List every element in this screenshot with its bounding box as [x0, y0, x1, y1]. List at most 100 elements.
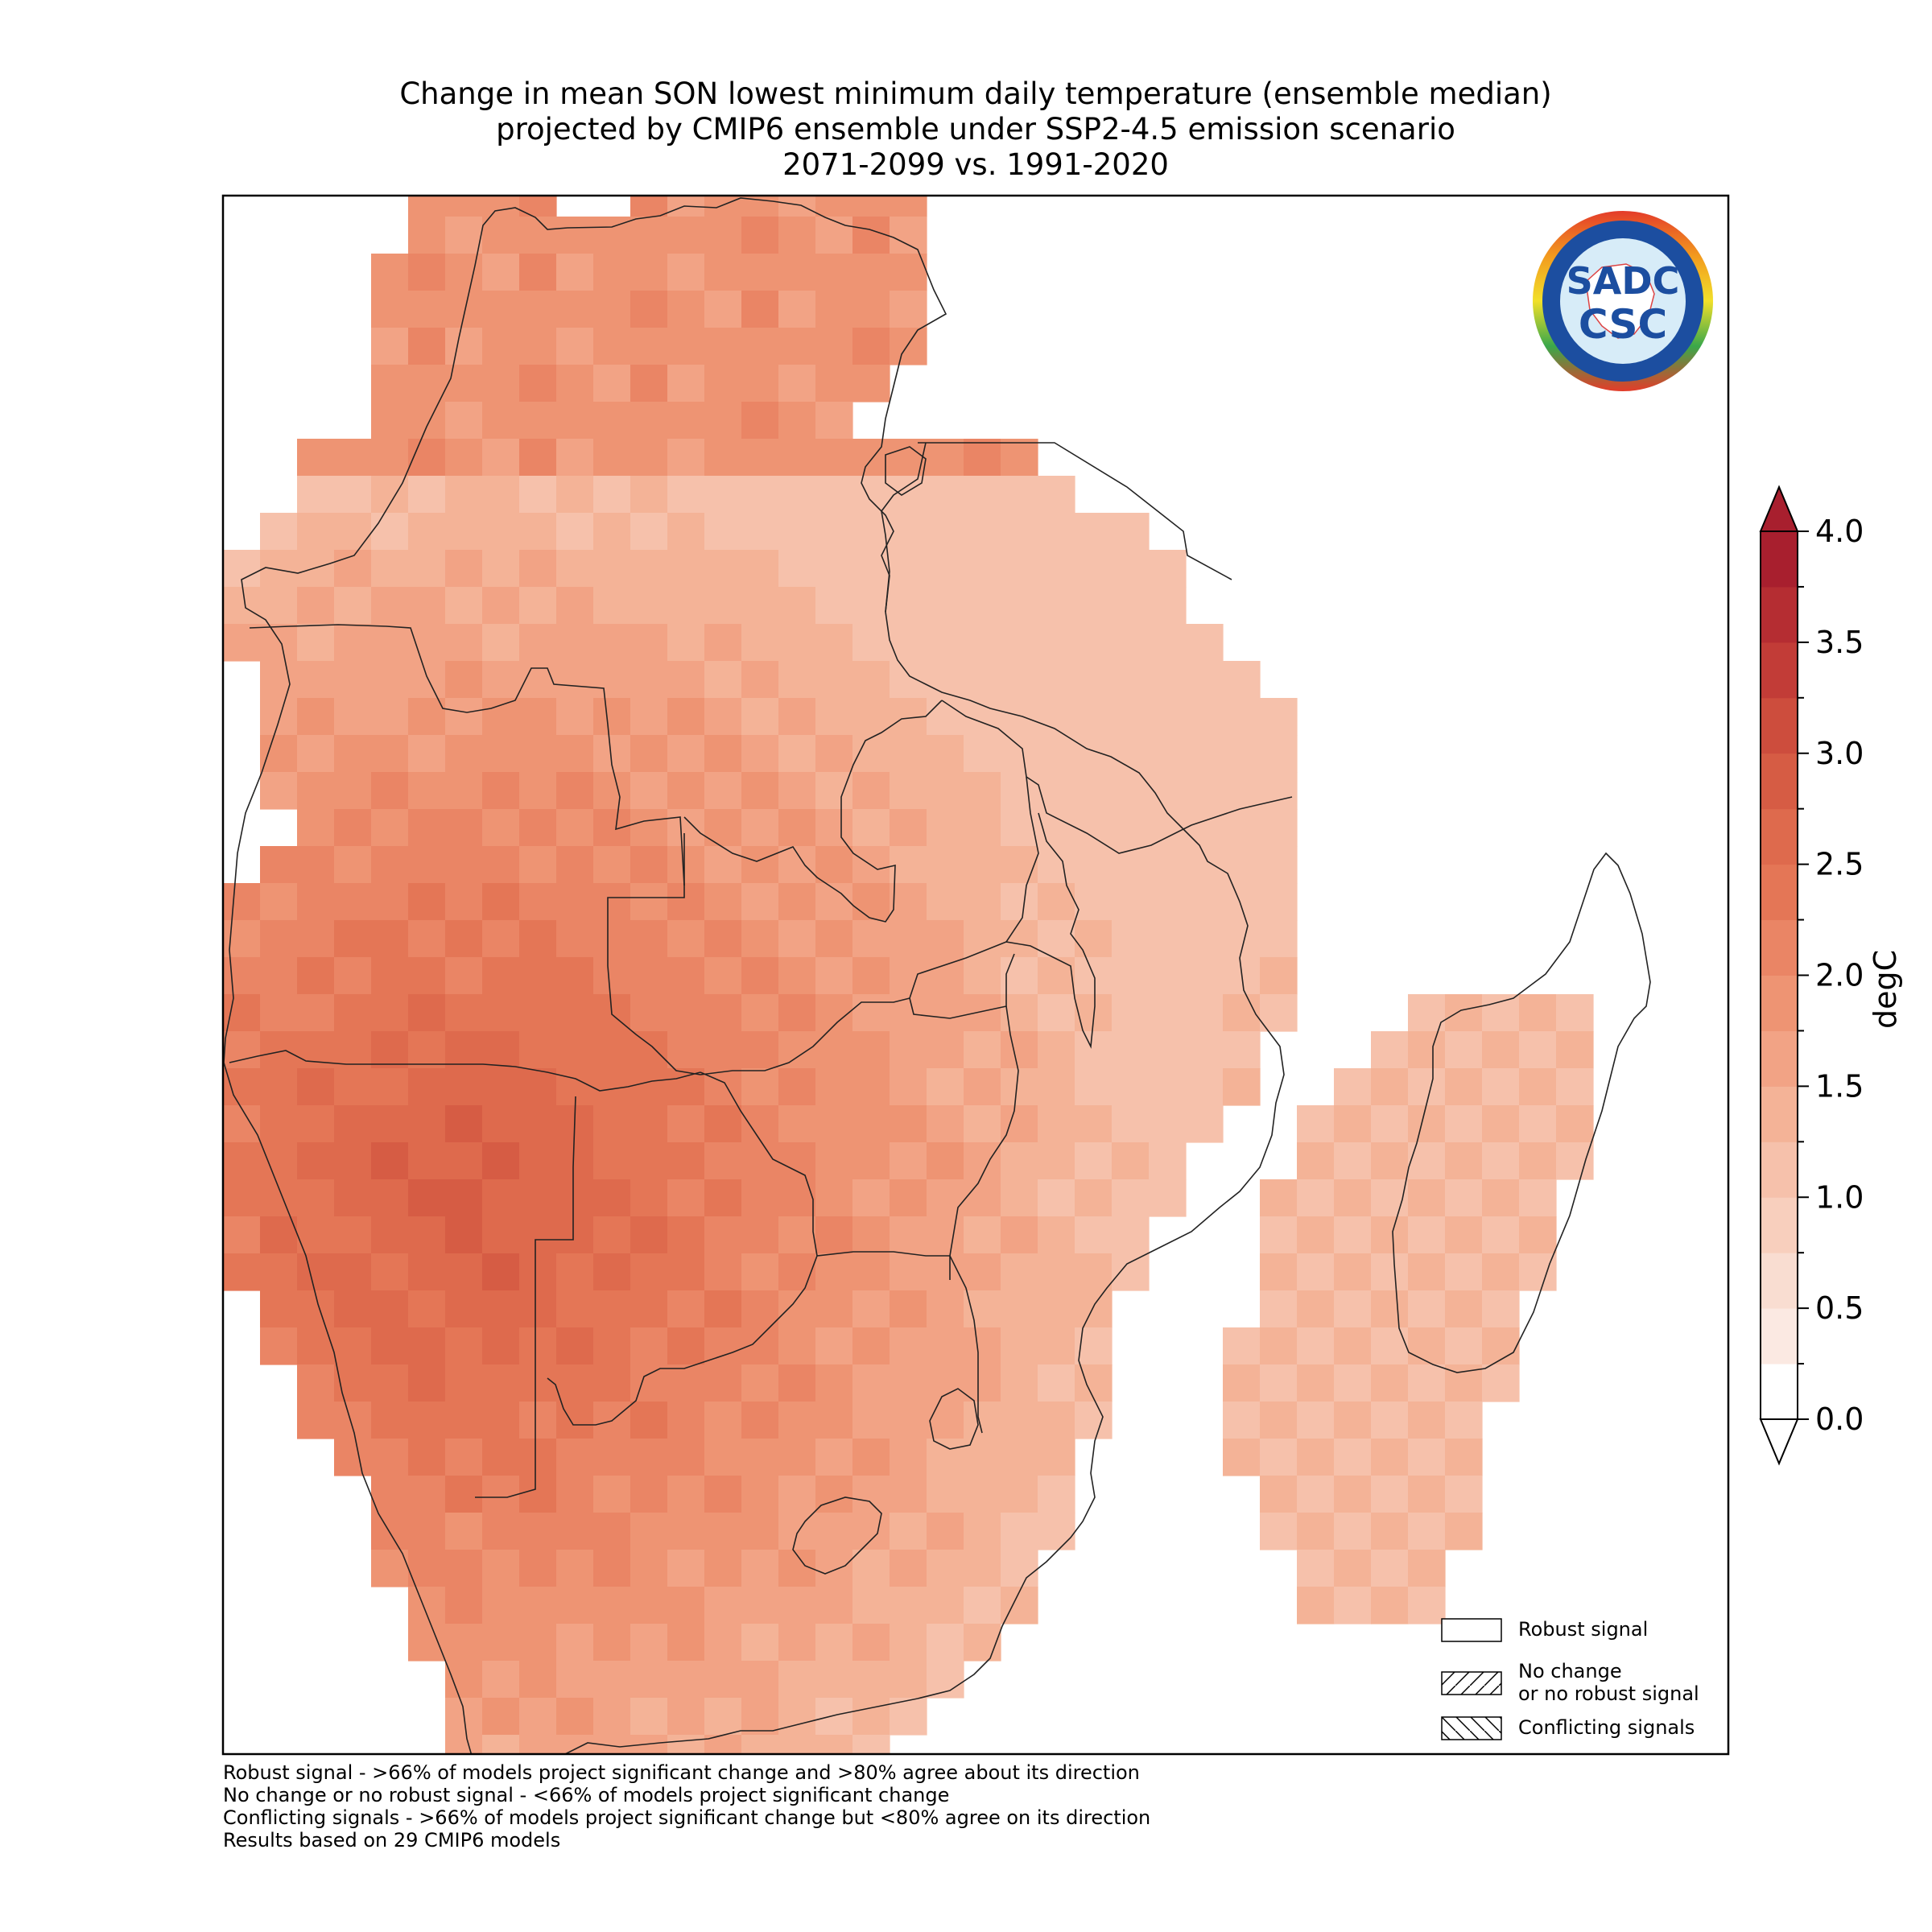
grid-cell: [1001, 1364, 1038, 1402]
grid-cell: [815, 402, 853, 440]
grid-cell: [519, 1624, 557, 1662]
grid-cell: [704, 994, 742, 1032]
grid-cell: [1408, 1290, 1446, 1328]
grid-cell: [408, 920, 446, 958]
grid-cell: [704, 1698, 742, 1736]
grid-cell: [630, 587, 668, 625]
grid-cell: [593, 1031, 631, 1069]
grid-cell: [593, 513, 631, 551]
grid-cell: [964, 550, 1001, 588]
grid-cell: [1371, 1216, 1409, 1254]
grid-cell: [704, 883, 742, 921]
grid-cell: [741, 1216, 779, 1254]
grid-cell: [1001, 920, 1038, 958]
grid-cell: [556, 1439, 594, 1476]
grid-cell: [1482, 1105, 1520, 1143]
grid-cell: [371, 1327, 409, 1365]
angola-namibia-border: [229, 1050, 701, 1092]
grid-cell: [482, 1661, 520, 1699]
legend-label-conflicting: Conflicting signals: [1518, 1716, 1695, 1739]
grid-cell: [890, 1105, 927, 1143]
grid-cell: [1334, 1253, 1372, 1291]
grid-cell: [371, 1364, 409, 1402]
grid-cell: [704, 1327, 742, 1365]
grid-cell: [556, 1402, 594, 1439]
grid-cell: [445, 1327, 483, 1365]
grid-cell: [964, 1290, 1001, 1328]
grid-cell: [1112, 661, 1150, 699]
grid-cell: [630, 883, 668, 921]
title-line-1: Change in mean SON lowest minimum daily …: [399, 76, 1552, 111]
grid-cell: [1334, 1476, 1372, 1513]
grid-cell: [815, 1105, 853, 1143]
grid-cell: [927, 1142, 964, 1180]
grid-cell: [1075, 735, 1113, 773]
grid-cell: [741, 1661, 779, 1699]
country-borders: [223, 197, 1651, 1754]
grid-cell: [778, 883, 816, 921]
grid-cell: [445, 1253, 483, 1291]
grid-cell: [890, 254, 927, 291]
grid-cell: [1001, 1253, 1038, 1291]
grid-cell: [556, 1624, 594, 1662]
grid-cell: [927, 1439, 964, 1476]
grid-cell: [852, 1587, 890, 1624]
grid-cell: [223, 1031, 261, 1069]
grid-cell: [667, 196, 705, 217]
grid-cell: [519, 217, 557, 254]
grid-cell: [408, 1402, 446, 1439]
grid-cell: [297, 661, 335, 699]
grid-cell: [778, 1142, 816, 1180]
grid-cell: [1112, 1031, 1150, 1069]
grid-cell: [1223, 772, 1261, 810]
grid-cell: [1149, 809, 1187, 847]
grid-cell: [1297, 1105, 1335, 1143]
grid-cell: [667, 1142, 705, 1180]
grid-cell: [741, 1439, 779, 1476]
grid-cell: [593, 1142, 631, 1180]
grid-cell: [297, 994, 335, 1032]
grid-cell: [927, 735, 964, 773]
grid-cell: [371, 772, 409, 810]
grid-cell: [482, 1402, 520, 1439]
grid-cell: [1408, 1179, 1446, 1217]
grid-cell: [815, 1031, 853, 1069]
grid-cell: [1186, 994, 1224, 1032]
grid-cell: [630, 1402, 668, 1439]
grid-cell: [1223, 1031, 1261, 1069]
grid-cell: [815, 1327, 853, 1365]
legend-item-robust: Robust signal: [1441, 1618, 1648, 1642]
grid-cell: [371, 1068, 409, 1106]
grid-cell: [519, 1920, 557, 1932]
grid-cell: [667, 1698, 705, 1736]
grid-cell: [704, 1476, 742, 1513]
grid-cell: [890, 1216, 927, 1254]
grid-cell: [260, 1216, 298, 1254]
grid-cell: [1038, 1476, 1075, 1513]
grid-cell: [445, 196, 483, 217]
grid-cell: [1371, 1513, 1409, 1550]
grid-cell: [260, 513, 298, 551]
grid-cell: [334, 1439, 372, 1476]
grid-cell: [223, 1179, 261, 1217]
grid-cell: [741, 291, 779, 328]
grid-cell: [964, 1105, 1001, 1143]
grid-cell: [408, 550, 446, 588]
grid-cell: [667, 957, 705, 995]
grid-cell: [964, 661, 1001, 699]
grid-cell: [741, 439, 779, 477]
grid-cell: [927, 661, 964, 699]
grid-cell: [927, 1661, 964, 1699]
grid-cell: [1297, 1327, 1335, 1365]
grid-cell: [556, 1587, 594, 1624]
grid-cell: [519, 994, 557, 1032]
grid-cell: [482, 1031, 520, 1069]
grid-cell: [778, 1068, 816, 1106]
grid-cell: [1149, 994, 1187, 1032]
grid-cell: [1334, 1402, 1372, 1439]
grid-cell: [223, 957, 261, 995]
grid-cell: [593, 1883, 631, 1921]
grid-cell: [593, 1476, 631, 1513]
grid-cell: [741, 1290, 779, 1328]
grid-cell: [1186, 661, 1224, 699]
